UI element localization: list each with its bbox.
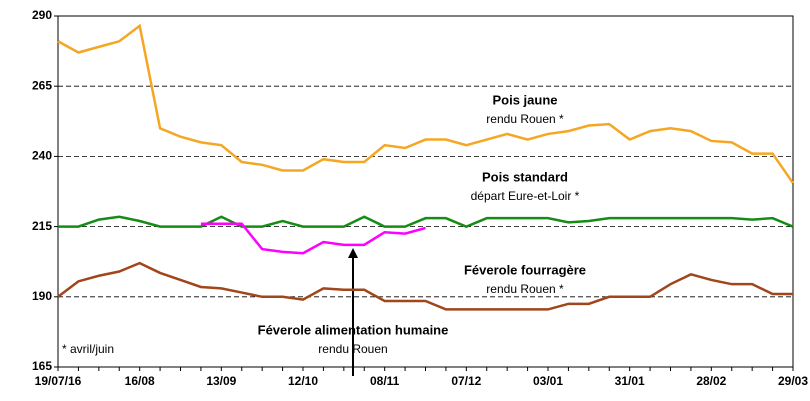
series-name: Féverole alimentation humaine: [258, 322, 449, 337]
series-line: [57, 23, 795, 184]
series-line: [200, 222, 426, 255]
series-note: rendu Rouen: [318, 342, 387, 356]
y-tick-label: 265: [32, 78, 52, 92]
footnote: * avril/juin: [62, 342, 114, 356]
series-note: rendu Rouen *: [486, 112, 564, 126]
series-line: [57, 261, 793, 311]
x-tick-label: 31/01: [615, 374, 645, 388]
y-tick-label: 165: [32, 359, 52, 373]
y-tick-label: 190: [32, 289, 52, 303]
x-tick-label: 28/02: [696, 374, 726, 388]
x-tick-label: 29/03: [778, 374, 808, 388]
x-tick-label: 12/10: [288, 374, 318, 388]
arrow-head: [348, 248, 358, 258]
y-tick-label: 290: [32, 8, 52, 22]
x-tick-label: 16/08: [125, 374, 155, 388]
series-note: rendu Rouen *: [486, 282, 564, 296]
x-tick-label: 03/01: [533, 374, 563, 388]
y-tick-label: 240: [32, 149, 52, 163]
x-tick-label: 13/09: [206, 374, 236, 388]
series-line: [58, 215, 794, 228]
x-tick-label: 08/11: [370, 374, 400, 388]
series-note: départ Eure-et-Loir *: [471, 189, 580, 203]
plot-frame: [57, 15, 794, 368]
series-name: Féverole fourragère: [464, 262, 586, 277]
series-name: Pois standard: [482, 169, 568, 184]
x-tick-label: 19/07/16: [35, 374, 82, 388]
y-tick-label: 215: [32, 219, 52, 233]
series-name: Pois jaune: [492, 92, 557, 107]
x-tick-label: 07/12: [451, 374, 481, 388]
